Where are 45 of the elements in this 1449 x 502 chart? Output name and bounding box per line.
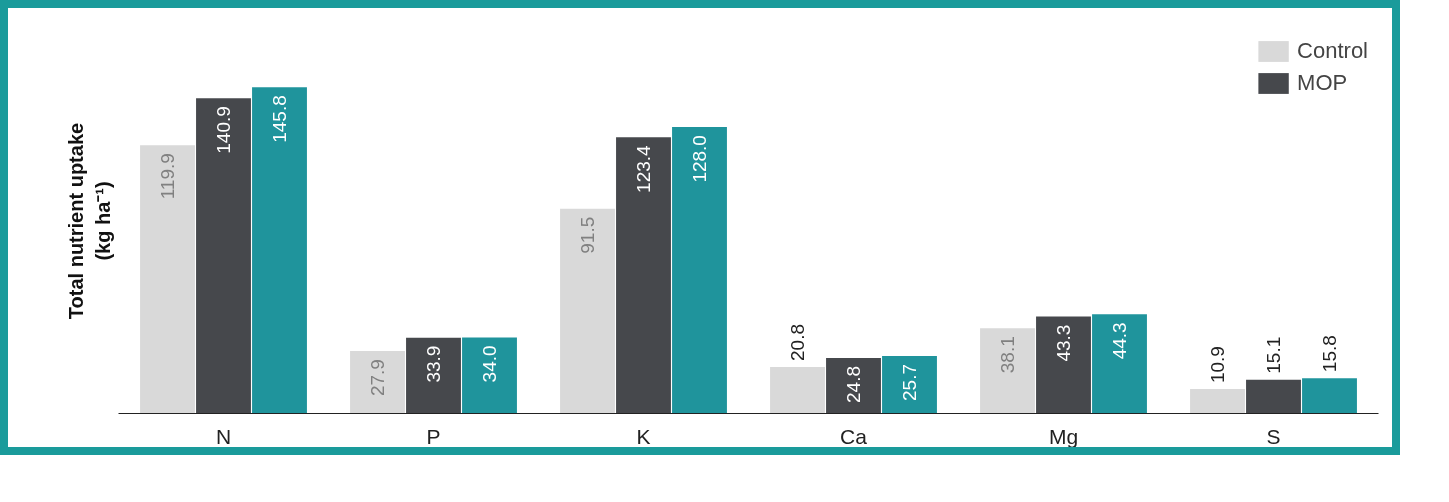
x-tick-label: P (426, 424, 441, 448)
y-axis-title: Total nutrient uptake (kg ha⁻¹) (65, 122, 114, 320)
legend-label: MOP (1297, 70, 1348, 96)
data-label: 43.3 (1053, 324, 1074, 362)
data-label: 145.8 (269, 95, 290, 143)
legend-label: Control (1297, 38, 1368, 64)
x-tick-label: N (215, 424, 232, 448)
bar (1092, 314, 1147, 414)
bar (826, 358, 881, 414)
x-tick-label: S (1266, 424, 1281, 448)
data-label: 25.7 (899, 363, 920, 401)
bar (1246, 379, 1301, 414)
bar (350, 351, 405, 414)
bar (252, 87, 307, 414)
data-label: 91.5 (577, 216, 598, 254)
data-label: 24.8 (843, 366, 864, 403)
data-label: 38.1 (997, 336, 1018, 374)
x-tick-label: Mg (1048, 424, 1079, 448)
bar (980, 328, 1035, 414)
data-label: 123.4 (633, 144, 654, 193)
data-label: 34.0 (479, 345, 500, 383)
data-label: 15.1 (1263, 336, 1284, 374)
data-label: 44.3 (1109, 322, 1130, 360)
data-label: 128.0 (689, 135, 710, 183)
data-label: 119.9 (157, 153, 178, 200)
bar (196, 98, 251, 414)
data-label: 15.8 (1319, 335, 1340, 373)
data-label: 10.9 (1207, 346, 1228, 384)
bar (1190, 389, 1245, 414)
bar (406, 337, 461, 414)
bar (672, 127, 727, 414)
bar (1036, 316, 1091, 414)
bar (882, 355, 937, 414)
bar (616, 137, 671, 414)
data-label: 20.8 (787, 323, 808, 361)
bar (560, 208, 615, 414)
data-label: 33.9 (423, 345, 444, 383)
x-tick-label: K (636, 424, 651, 448)
bar (770, 366, 825, 414)
data-label: 140.9 (213, 106, 234, 154)
bar (462, 337, 517, 414)
x-tick-label: Ca (840, 424, 868, 448)
bar (140, 145, 195, 414)
data-label: 27.9 (367, 359, 388, 397)
bar (1302, 378, 1357, 414)
